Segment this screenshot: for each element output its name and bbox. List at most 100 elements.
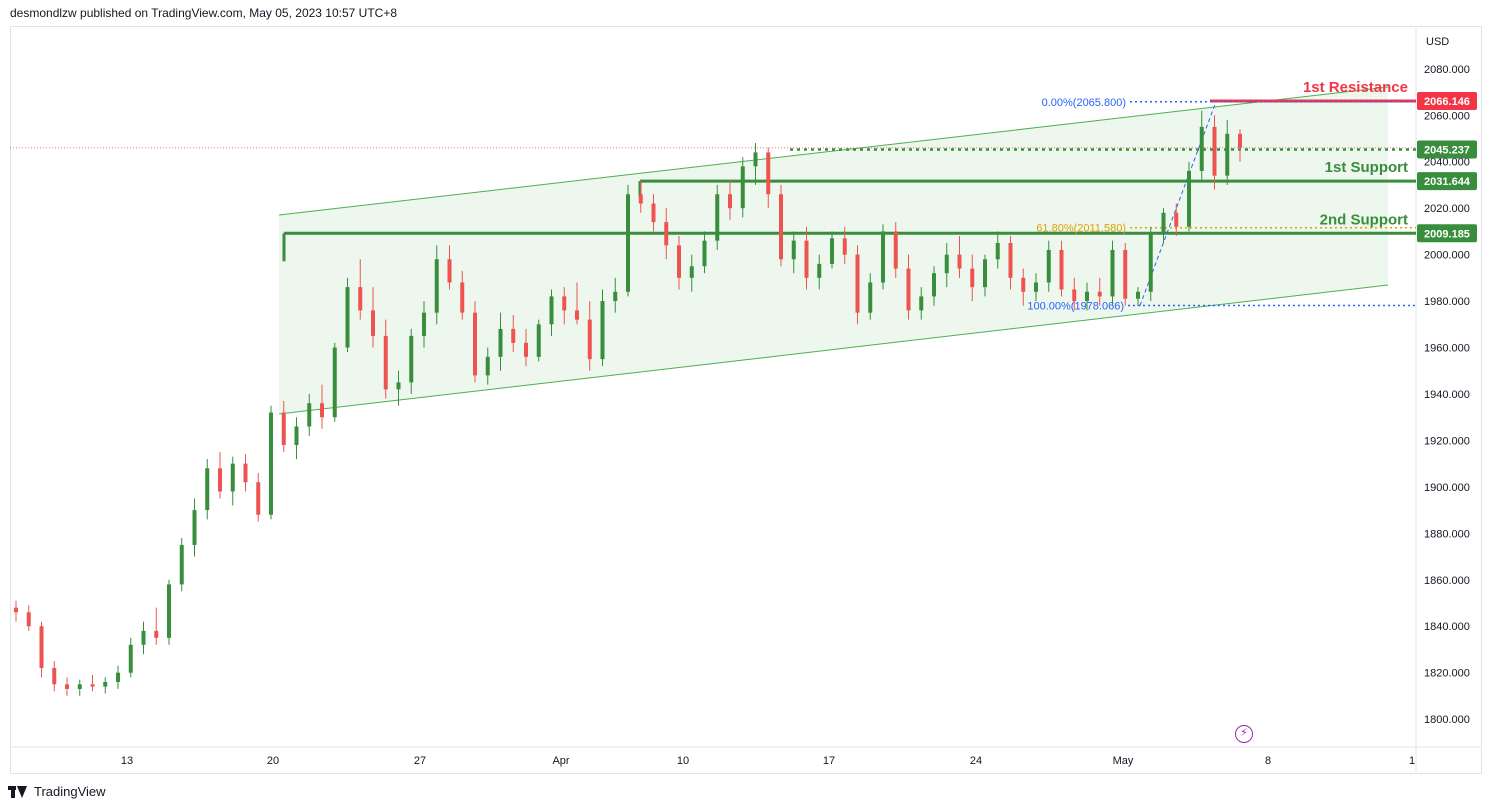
candle-body xyxy=(868,282,873,313)
candle-body xyxy=(1212,126,1217,176)
candle xyxy=(1212,115,1217,190)
candle-body xyxy=(651,203,656,223)
candle xyxy=(881,224,885,290)
level-label-0: 1st Resistance xyxy=(1303,79,1408,96)
candle xyxy=(1021,268,1026,306)
candle xyxy=(154,607,159,645)
candle xyxy=(371,287,375,348)
candle-body xyxy=(753,152,758,167)
candle xyxy=(919,287,924,320)
candle-body xyxy=(320,403,324,418)
y-tick-label: 1800.000 xyxy=(1424,714,1470,726)
footer-brand[interactable]: TradingView xyxy=(8,784,106,799)
candle xyxy=(332,342,337,422)
candle-body xyxy=(52,668,57,685)
candle xyxy=(1085,282,1089,311)
x-tick-label: 1 xyxy=(1409,755,1415,767)
candle-body xyxy=(779,194,783,260)
candle xyxy=(575,282,579,325)
candle-body xyxy=(345,287,350,348)
candle xyxy=(358,259,363,320)
candle-body xyxy=(970,268,975,288)
x-tick-label: Apr xyxy=(552,755,569,767)
candle xyxy=(740,157,745,218)
candle-body xyxy=(1008,243,1013,278)
candle xyxy=(269,405,273,520)
candle-body xyxy=(524,342,528,357)
candle xyxy=(536,319,541,362)
candle xyxy=(141,621,146,655)
candle xyxy=(103,677,108,694)
candle xyxy=(383,319,388,399)
candle xyxy=(1123,243,1128,306)
candle xyxy=(677,236,681,290)
candle-body xyxy=(447,259,452,283)
candle-body xyxy=(1034,282,1038,292)
candle-body xyxy=(281,412,286,446)
y-tick-label: 2080.000 xyxy=(1424,64,1470,76)
candle xyxy=(345,277,350,353)
candle xyxy=(664,208,669,260)
candle xyxy=(256,472,261,522)
candle-body xyxy=(307,403,312,427)
candle xyxy=(932,266,936,306)
candle xyxy=(320,384,324,429)
candle xyxy=(600,289,605,367)
candle-body xyxy=(1174,212,1179,227)
candle xyxy=(1110,240,1115,306)
candle xyxy=(804,226,809,290)
candle-body xyxy=(664,222,669,246)
candle-body xyxy=(728,194,732,209)
lightning-icon[interactable]: ⚡ xyxy=(1235,725,1253,743)
candle-body xyxy=(39,626,44,669)
candle xyxy=(626,184,630,297)
candle xyxy=(485,347,490,385)
candle-body xyxy=(587,319,592,360)
y-tick-label: 1940.000 xyxy=(1424,389,1470,401)
candle xyxy=(817,254,822,290)
candle-body xyxy=(116,672,120,682)
candle xyxy=(26,605,31,631)
candle-body xyxy=(1110,249,1115,297)
candle xyxy=(281,400,286,453)
candle-body xyxy=(243,463,248,483)
candle xyxy=(294,417,299,459)
y-tick-label: 2040.000 xyxy=(1424,157,1470,169)
candle-body xyxy=(77,684,82,689)
channel-upper-line xyxy=(278,86,1389,216)
fib-label-0: 0.00%(2065.800) xyxy=(1042,97,1126,109)
level-label-2: 1st Support xyxy=(1325,159,1408,176)
price-tag-0: 2066.146 xyxy=(1424,96,1470,108)
candle-body xyxy=(26,612,31,627)
candle xyxy=(1199,110,1204,181)
candle-body xyxy=(1225,133,1230,176)
candle xyxy=(753,143,758,185)
y-tick-label: 1920.000 xyxy=(1424,435,1470,447)
candle xyxy=(473,301,477,383)
candle xyxy=(409,328,414,394)
candle-body xyxy=(396,382,401,390)
candle xyxy=(830,231,834,269)
candle-body xyxy=(715,194,720,241)
candle-body xyxy=(1123,249,1128,299)
candle xyxy=(1059,240,1064,297)
price-tag-bg-3 xyxy=(1417,224,1477,243)
candle-body xyxy=(549,296,554,325)
candle xyxy=(1008,236,1013,290)
candle xyxy=(779,184,783,267)
x-tick-label: 10 xyxy=(677,755,689,767)
candle-body xyxy=(460,282,465,313)
candle xyxy=(957,236,962,278)
candle xyxy=(587,301,592,371)
candle-body xyxy=(485,356,490,376)
candle-body xyxy=(1161,212,1166,234)
candle-body xyxy=(371,310,375,336)
candle xyxy=(791,231,796,274)
candle-body xyxy=(434,259,439,313)
fib-label-1: 61.80%(2011.580) xyxy=(1036,223,1126,235)
candle-body xyxy=(1059,249,1064,290)
candle-body xyxy=(919,296,924,311)
candle xyxy=(638,180,643,213)
candle-body xyxy=(1238,133,1242,148)
